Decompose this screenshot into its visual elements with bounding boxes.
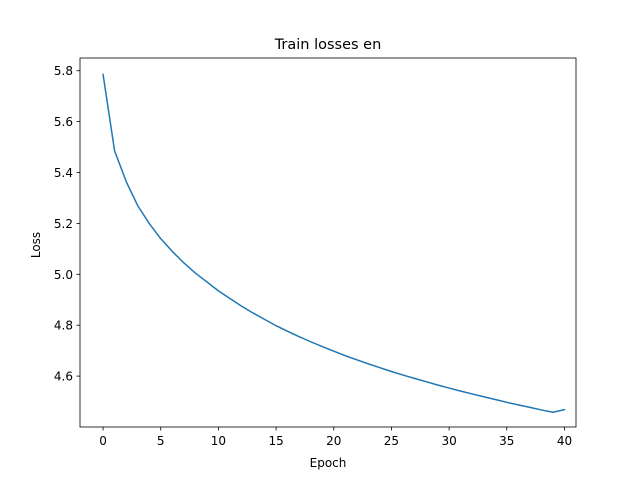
x-tick-label: 20 — [326, 434, 341, 448]
y-tick-label: 5.8 — [54, 64, 73, 78]
x-tick-label: 10 — [211, 434, 226, 448]
x-tick-label: 15 — [268, 434, 283, 448]
y-tick-label: 5.6 — [54, 115, 73, 129]
axes-frame — [79, 57, 577, 428]
x-tick-label: 40 — [557, 434, 572, 448]
y-tick-label: 4.6 — [54, 370, 73, 384]
x-axis-label: Epoch — [310, 456, 347, 470]
x-tick-label: 5 — [157, 434, 165, 448]
series-line — [102, 73, 566, 413]
y-tick-label: 5.0 — [54, 268, 73, 282]
y-tick-label: 5.4 — [54, 166, 73, 180]
chart-title: Train losses en — [274, 37, 382, 53]
x-tick-label: 35 — [499, 434, 514, 448]
x-tick-label: 30 — [441, 434, 456, 448]
plot-area: 0 5 10 15 20 25 30 35 40 4.6 4.8 5.0 5.2 5.4 5.6 5.8 — [54, 57, 577, 448]
y-axis-label: Loss — [29, 232, 43, 258]
x-tick-label: 0 — [99, 434, 107, 448]
y-tick-label: 5.2 — [54, 217, 73, 231]
x-tick-label: 25 — [384, 434, 399, 448]
y-tick-label: 4.8 — [54, 319, 73, 333]
